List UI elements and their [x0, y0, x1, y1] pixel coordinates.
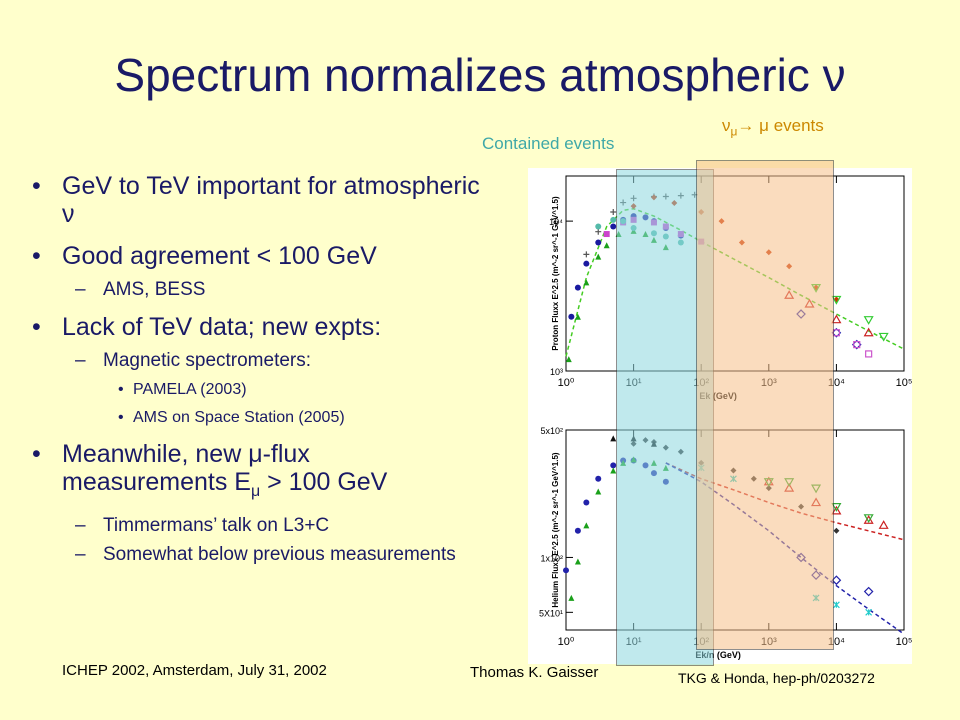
data-point: [568, 313, 575, 320]
data-point: [574, 284, 581, 291]
y-axis-label: Helium Fluxx E^2.5 (m^-2 sr^-1 GeV^1.5): [551, 452, 560, 608]
data-point: [583, 522, 590, 529]
subscript: μ: [730, 124, 738, 139]
data-point: [865, 608, 873, 616]
sub-bullet-item: Magnetic spectrometers:: [28, 349, 498, 372]
bullet-line: measurements E: [62, 468, 251, 496]
subscript: μ: [250, 483, 261, 500]
data-point: [832, 601, 840, 609]
bullet-item: Meanwhile, new μ-flux measurements Eμ > …: [28, 440, 498, 506]
data-point: [583, 260, 590, 267]
data-point: [863, 514, 874, 523]
data-point: [863, 586, 874, 597]
data-point: [583, 251, 590, 258]
x-tick-label: 10⁰: [558, 377, 575, 389]
data-point: [833, 527, 840, 534]
data-point: [831, 505, 842, 515]
sub-bullet-item: Somewhat below previous measurements: [28, 543, 498, 566]
footer-author: Thomas K. Gaisser: [470, 664, 599, 681]
data-point: [595, 488, 602, 495]
data-point: [863, 327, 874, 337]
data-point: [603, 242, 610, 249]
data-point: [574, 313, 581, 320]
data-point: [865, 350, 873, 358]
data-point: [603, 231, 610, 238]
data-point: [610, 462, 617, 469]
data-point: [574, 558, 581, 565]
data-point: [568, 594, 575, 601]
data-point: [853, 341, 861, 349]
bullet-line: Meanwhile, new μ-flux: [62, 440, 310, 468]
nu-symbol: ν: [722, 116, 731, 135]
bullet-item: GeV to TeV important for atmospheric ν: [28, 172, 498, 228]
data-point: [831, 295, 842, 305]
x-tick-label: 10⁵: [896, 636, 912, 648]
data-point: [563, 567, 569, 574]
data-point: [610, 209, 617, 216]
footer-reference: TKG & Honda, hep-ph/0203272: [678, 670, 875, 686]
arrow-icon: →: [737, 116, 755, 135]
bullet-line: > 100 GeV: [260, 468, 388, 496]
data-point: [878, 332, 889, 342]
sub-bullet-item: AMS, BESS: [28, 278, 498, 301]
muon-events-region: [696, 160, 834, 650]
data-point: [595, 253, 602, 260]
data-point: [610, 435, 617, 442]
data-point: [878, 520, 889, 529]
data-point: [595, 223, 602, 230]
bullet-list: GeV to TeV important for atmospheric ν G…: [28, 172, 498, 578]
data-point: [583, 499, 590, 506]
data-point: [595, 475, 602, 482]
y-tick-label: 5X10¹: [539, 608, 563, 618]
y-tick-label: 5x10²: [540, 426, 563, 436]
muon-events-label: νμ→ μ events: [722, 116, 824, 138]
x-tick-label: 10⁰: [558, 636, 575, 648]
y-tick-label: 10³: [550, 367, 563, 377]
data-point: [595, 228, 602, 235]
contained-events-label: Contained events: [482, 134, 615, 153]
sub-sub-bullet-item: PAMELA (2003): [28, 380, 498, 400]
data-point: [863, 515, 874, 524]
sub-bullet-item: Timmermans’ talk on L3+C: [28, 514, 498, 537]
bullet-item: Lack of TeV data; new expts:: [28, 313, 498, 341]
slide-title: Spectrum normalizes atmospheric ν: [114, 49, 846, 101]
x-tick-label: 10⁵: [896, 377, 912, 389]
y-tick-label: 1x10²: [540, 553, 563, 563]
data-point: [610, 216, 617, 223]
data-point: [610, 467, 617, 474]
data-point: [574, 527, 581, 534]
x-axis-label: Ek/n (GeV): [695, 650, 741, 660]
events-text: events: [773, 116, 824, 135]
sub-sub-bullet-item: AMS on Space Station (2005): [28, 408, 498, 428]
y-axis-label: Proton Fluxx E^2.5 (m^-2 sr^-1 GeV^1.5): [551, 196, 560, 351]
data-point: [831, 314, 842, 324]
footer-conference: ICHEP 2002, Amsterdam, July 31, 2002: [62, 662, 327, 679]
data-point: [565, 356, 572, 363]
data-point: [583, 279, 590, 286]
data-point: [595, 239, 602, 246]
data-point: [863, 316, 874, 325]
y-tick-label: 10⁴: [549, 217, 563, 227]
data-point: [610, 223, 617, 230]
bullet-item: Good agreement < 100 GeV: [28, 242, 498, 270]
mu-symbol: μ: [759, 116, 769, 135]
data-point: [831, 503, 842, 512]
